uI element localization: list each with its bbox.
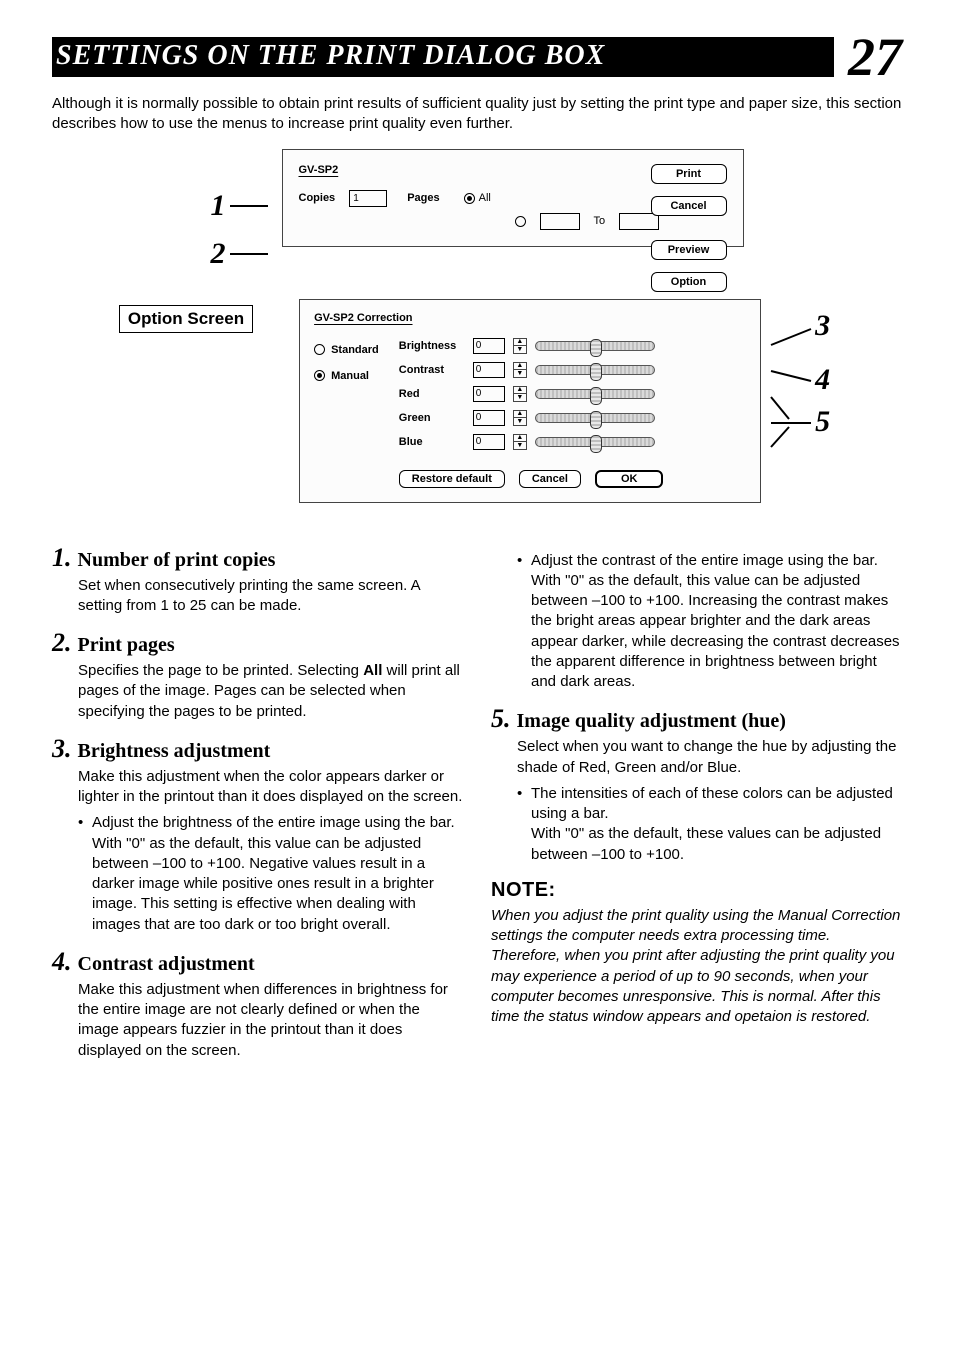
intro-text: Although it is normally possible to obta… — [52, 94, 902, 135]
blue-spinner[interactable]: ▲▼ — [513, 434, 527, 450]
correction-dialog-title: GV-SP2 Correction — [314, 312, 746, 324]
option-button[interactable]: Option — [651, 272, 727, 292]
item-5-title: Image quality adjustment (hue) — [517, 710, 786, 733]
copies-label: Copies — [299, 192, 336, 204]
red-label: Red — [399, 388, 465, 400]
print-button[interactable]: Print — [651, 164, 727, 184]
brightness-row: Brightness 0 ▲▼ — [399, 338, 746, 354]
page-number: 27 — [848, 30, 902, 84]
blue-row: Blue 0 ▲▼ — [399, 434, 746, 450]
green-row: Green 0 ▲▼ — [399, 410, 746, 426]
callout-line-1 — [230, 205, 268, 207]
blue-slider[interactable] — [535, 437, 655, 447]
item-3-bullet: Adjust the brightness of the entire imag… — [78, 813, 463, 935]
contrast-row: Contrast 0 ▲▼ — [399, 362, 746, 378]
red-spinner[interactable]: ▲▼ — [513, 386, 527, 402]
item-4-num: 4. — [52, 949, 72, 975]
item-1: 1. Number of print copies Set when conse… — [52, 545, 463, 617]
item-4-body: Make this adjustment when differences in… — [78, 980, 463, 1061]
item-4-bullet: Adjust the contrast of the entire image … — [517, 551, 902, 693]
item-5: 5. Image quality adjustment (hue) Select… — [491, 706, 902, 865]
blue-label: Blue — [399, 436, 465, 448]
item-5-num: 5. — [491, 706, 511, 732]
callout-4-num: 4 — [815, 365, 830, 395]
item-1-body: Set when consecutively printing the same… — [78, 576, 463, 617]
green-label: Green — [399, 412, 465, 424]
item-2-body-b: All — [363, 662, 382, 679]
page-title-bar: SETTINGS ON THE PRINT DIALOG BOX — [52, 37, 834, 77]
item-1-num: 1. — [52, 545, 72, 571]
red-input[interactable]: 0 — [473, 386, 505, 402]
brightness-label: Brightness — [399, 340, 465, 352]
item-1-title: Number of print copies — [78, 549, 276, 572]
brightness-spinner[interactable]: ▲▼ — [513, 338, 527, 354]
option-screen-label: Option Screen — [119, 305, 253, 333]
callout-2-num: 2 — [211, 239, 226, 269]
blue-input[interactable]: 0 — [473, 434, 505, 450]
standard-label: Standard — [331, 344, 379, 356]
contrast-slider[interactable] — [535, 365, 655, 375]
callout-line-2 — [230, 253, 268, 255]
item-4-title: Contrast adjustment — [78, 953, 255, 976]
item-4: 4. Contrast adjustment Make this adjustm… — [52, 949, 463, 1061]
pages-label: Pages — [407, 192, 439, 204]
note-heading: NOTE: — [491, 879, 902, 902]
print-dialog: GV-SP2 Copies 1 Pages All To Print Cance… — [282, 149, 744, 247]
pages-all-label: All — [479, 192, 491, 204]
green-slider[interactable] — [535, 413, 655, 423]
cancel-button[interactable]: Cancel — [651, 196, 727, 216]
item-2-title: Print pages — [78, 634, 175, 657]
item-2-num: 2. — [52, 630, 72, 656]
callout-1: 1 — [211, 191, 268, 221]
item-2-body: Specifies the page to be printed. Select… — [78, 661, 463, 722]
item-3-title: Brightness adjustment — [78, 740, 271, 763]
contrast-spinner[interactable]: ▲▼ — [513, 362, 527, 378]
item-3-body: Make this adjustment when the color appe… — [78, 768, 462, 805]
item-5-bullet: The intensities of each of these colors … — [517, 784, 902, 865]
manual-label: Manual — [331, 370, 369, 382]
callout-5-num: 5 — [815, 407, 830, 437]
item-4-cont: Adjust the contrast of the entire image … — [491, 551, 902, 693]
preview-button[interactable]: Preview — [651, 240, 727, 260]
manual-radio[interactable] — [314, 370, 325, 381]
page-title: SETTINGS ON THE PRINT DIALOG BOX — [56, 40, 605, 71]
green-spinner[interactable]: ▲▼ — [513, 410, 527, 426]
note-body: When you adjust the print quality using … — [491, 906, 902, 1028]
brightness-input[interactable]: 0 — [473, 338, 505, 354]
item-5-body: Select when you want to change the hue b… — [517, 738, 896, 775]
callout-1-num: 1 — [211, 191, 226, 221]
contrast-label: Contrast — [399, 364, 465, 376]
callout-2: 2 — [211, 239, 268, 269]
pages-from-input[interactable] — [540, 213, 580, 230]
item-5-bullet-b: With "0" as the default, these values ca… — [531, 824, 902, 865]
item-2-body-a: Specifies the page to be printed. Select… — [78, 662, 363, 679]
item-5-bullet-a: The intensities of each of these colors … — [531, 785, 893, 822]
restore-default-button[interactable]: Restore default — [399, 470, 505, 488]
brightness-slider[interactable] — [535, 341, 655, 351]
item-3-num: 3. — [52, 736, 72, 762]
pages-all-radio[interactable] — [464, 193, 475, 204]
item-2: 2. Print pages Specifies the page to be … — [52, 630, 463, 722]
correction-dialog: GV-SP2 Correction Standard Manual Bright… — [299, 299, 761, 503]
item-3: 3. Brightness adjustment Make this adjus… — [52, 736, 463, 935]
pages-range-radio[interactable] — [515, 216, 526, 227]
pages-to-label: To — [594, 215, 606, 227]
contrast-input[interactable]: 0 — [473, 362, 505, 378]
red-row: Red 0 ▲▼ — [399, 386, 746, 402]
green-input[interactable]: 0 — [473, 410, 505, 426]
ok-button[interactable]: OK — [595, 470, 664, 488]
copies-input[interactable]: 1 — [349, 190, 387, 207]
correction-cancel-button[interactable]: Cancel — [519, 470, 581, 488]
red-slider[interactable] — [535, 389, 655, 399]
callout-3-num: 3 — [815, 311, 830, 341]
standard-radio[interactable] — [314, 344, 325, 355]
